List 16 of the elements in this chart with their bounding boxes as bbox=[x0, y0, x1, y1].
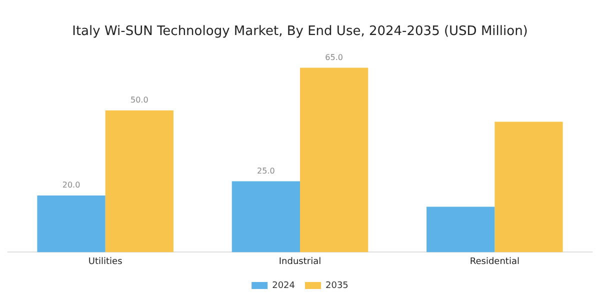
data-label: 20.0 bbox=[62, 180, 80, 190]
legend-label: 2024 bbox=[272, 280, 296, 291]
legend-label: 2035 bbox=[326, 280, 348, 291]
bar bbox=[105, 110, 174, 252]
bar bbox=[426, 206, 495, 252]
data-label: 50.0 bbox=[130, 95, 148, 104]
bar bbox=[494, 122, 563, 252]
bar bbox=[37, 195, 106, 252]
x-tick-label: Industrial bbox=[278, 256, 322, 267]
data-label: 65.0 bbox=[325, 52, 343, 62]
bar bbox=[300, 68, 368, 252]
bar bbox=[232, 181, 300, 252]
x-tick-label: Utilities bbox=[88, 256, 123, 267]
chart-title: Italy Wi-SUN Technology Market, By End Use, 2024-2035 (USD Million) bbox=[72, 24, 528, 40]
data-label: 25.0 bbox=[257, 166, 275, 176]
x-tick-label: Residential bbox=[470, 256, 520, 267]
